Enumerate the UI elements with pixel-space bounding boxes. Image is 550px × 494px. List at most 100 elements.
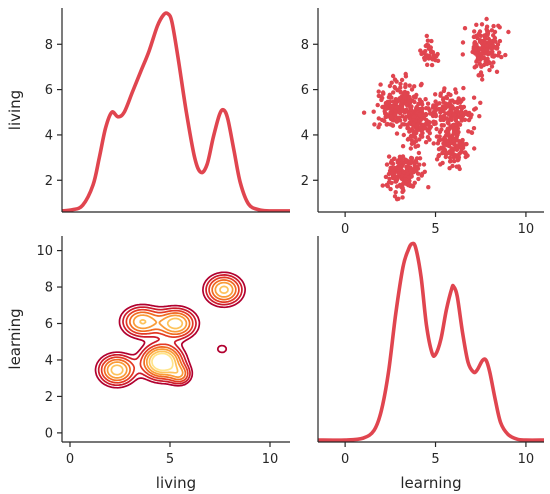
scatter-point (480, 77, 485, 82)
scatter-point (431, 141, 436, 146)
scatter-point (395, 118, 400, 124)
scatter-point (474, 42, 479, 47)
scatter-point (412, 84, 417, 89)
scatter-point (413, 169, 419, 174)
scatter-point (393, 101, 399, 106)
scatter-point (441, 141, 446, 146)
scatter-point (490, 49, 495, 55)
scatter-point (403, 177, 408, 182)
scatter-point (393, 112, 398, 117)
y-tick-label: 4 (301, 128, 309, 143)
scatter-point (383, 174, 389, 180)
scatter-point (400, 122, 405, 127)
scatter-point (420, 134, 425, 139)
scatter-point (456, 164, 461, 169)
scatter-point (392, 84, 397, 90)
scatter-point (400, 189, 405, 195)
scatter-point (425, 62, 430, 67)
scatter-point (471, 95, 477, 100)
scatter-point (424, 33, 429, 39)
scatter-point (492, 38, 498, 44)
scatter-point (425, 38, 431, 43)
contour-level (94, 271, 246, 389)
x-tick-label: 0 (341, 452, 349, 467)
scatter-point (493, 46, 499, 51)
scatter-point (383, 105, 389, 110)
scatter-point (478, 100, 483, 106)
y-tick-label: 0 (45, 426, 53, 441)
y-tick-label: 6 (301, 83, 309, 98)
scatter-point (387, 83, 393, 89)
scatter-point (383, 100, 389, 106)
scatter-point (460, 40, 466, 45)
scatter-point (447, 155, 453, 160)
contour-level (106, 281, 234, 379)
scatter-point (411, 121, 416, 127)
scatter-point (462, 26, 468, 31)
scatter-point (424, 117, 429, 123)
scatter-point (413, 128, 419, 133)
scatter-point (402, 117, 408, 123)
scatter-point (489, 64, 495, 69)
scatter-point (453, 87, 458, 92)
scatter-point (411, 114, 417, 120)
scatter-point (394, 131, 400, 136)
scatter-point (433, 121, 438, 126)
scatter-point (417, 137, 422, 142)
x-axis-label: living (156, 474, 196, 492)
scatter-point (441, 123, 446, 128)
scatter-point (361, 110, 367, 115)
scatter-point (451, 112, 457, 118)
scatter-point (484, 16, 489, 22)
scatter-point (416, 150, 422, 156)
scatter-point (401, 132, 406, 138)
scatter-point (441, 88, 447, 94)
scatter-point (466, 117, 472, 123)
scatter-point (473, 106, 478, 111)
scatter-point (419, 81, 424, 87)
scatter-point (452, 129, 457, 135)
scatter-point (458, 143, 464, 149)
scatter-point (409, 128, 415, 133)
scatter-point (471, 126, 477, 131)
scatter-point (474, 22, 479, 27)
scatter-point (469, 112, 474, 118)
scatter-point (392, 171, 397, 176)
scatter-point (463, 109, 468, 115)
scatter-point (453, 116, 458, 121)
scatter-point (482, 51, 487, 56)
scatter-point (450, 163, 455, 169)
scatter-point (478, 40, 484, 45)
scatter-point (423, 97, 428, 102)
scatter-point (472, 29, 477, 34)
scatter-point (443, 102, 448, 107)
scatter-point (397, 182, 403, 188)
scatter-point (438, 91, 443, 96)
scatter-point (503, 52, 508, 58)
scatter-point (469, 130, 475, 135)
x-tick-label: 10 (518, 452, 535, 467)
scatter-point (440, 150, 445, 156)
scatter-point (458, 150, 464, 155)
scatter-point (475, 35, 480, 41)
scatter-point (389, 165, 394, 170)
scatter-point (394, 197, 400, 202)
scatter-point (389, 180, 394, 186)
scatter-point (480, 55, 485, 61)
scatter-point (417, 162, 422, 167)
scatter-point (451, 138, 456, 143)
scatter-point (423, 53, 428, 58)
scatter-point (397, 115, 402, 120)
panel-top-left: 2 4 6 8 living (6, 8, 290, 213)
scatter-point (489, 28, 495, 33)
scatter-point (375, 102, 380, 108)
scatter-point (389, 80, 394, 85)
scatter-point (420, 171, 425, 176)
scatter-point (407, 83, 412, 88)
scatter-point (478, 33, 484, 38)
scatter-point (397, 110, 403, 116)
scatter-point (376, 93, 381, 99)
scatter-point (472, 146, 477, 151)
scatter-point (425, 101, 431, 106)
scatter-point (453, 153, 459, 158)
